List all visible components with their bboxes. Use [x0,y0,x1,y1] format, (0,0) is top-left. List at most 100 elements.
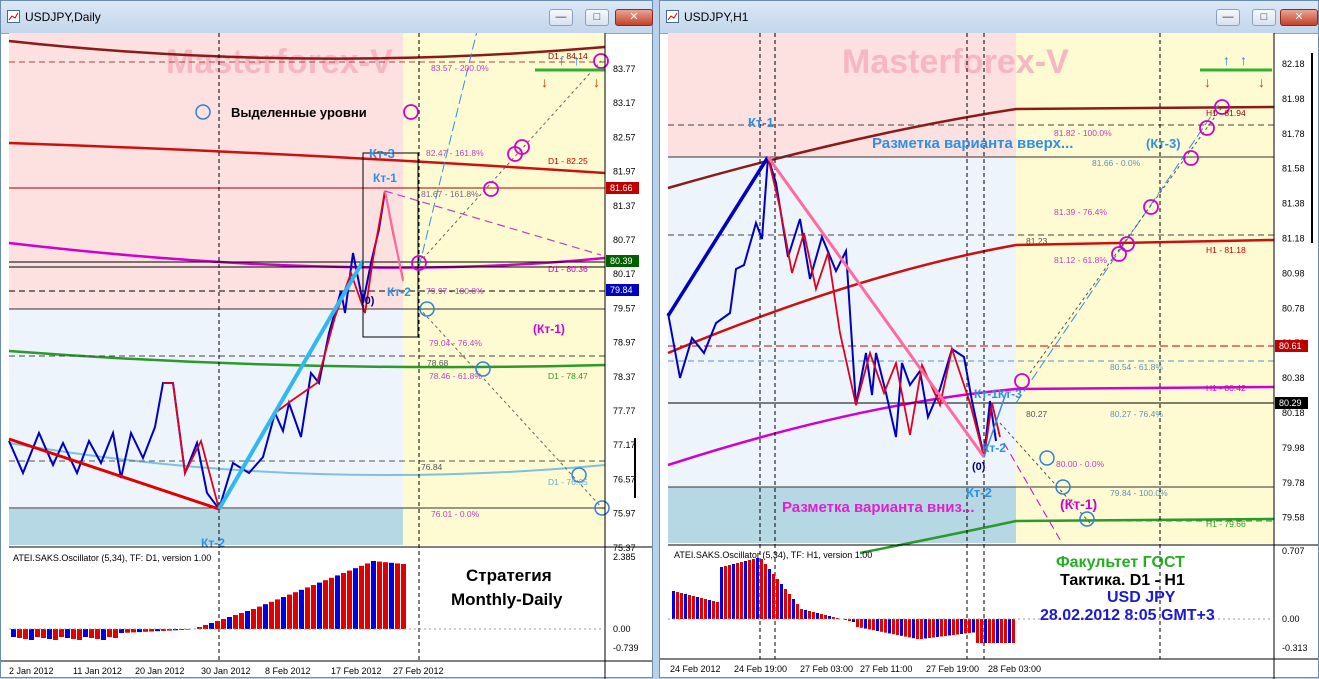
price-axis-label: 77.77 [613,406,636,416]
osc-bar [960,619,963,634]
strategy-line1: Стратегия [466,566,552,585]
osc-bar [47,629,52,639]
strategy-line2: Monthly-Daily [451,590,563,609]
price-tag-red [1275,340,1308,352]
osc-axis-min: -0.739 [613,643,639,653]
osc-bar [692,596,695,619]
ma-red [8,141,606,175]
level-label: H1 - 81.94 [1206,108,1246,118]
osc-bar [155,629,160,632]
level-label: 79.97 - 100.0% [426,286,484,296]
osc-bar [864,619,867,629]
osc-bar [305,587,310,629]
osc-bar [11,629,16,637]
osc-bar [992,619,995,643]
osc-bar [161,629,166,631]
osc-bar [752,559,755,619]
price-axis-label: 83.17 [613,98,636,108]
osc-bar [35,629,40,637]
osc-bar [732,564,735,619]
date-axis-label: 17 Feb 2012 [331,666,382,676]
mark-kt3: Кт-3 [369,146,395,161]
osc-bar [101,629,106,640]
osc-bar [688,595,691,619]
osc-bar [59,629,64,637]
title-bar[interactable]: USDJPY,H1 — □ ✕ [660,1,1318,34]
date-axis-label: 27 Feb 11:00 [860,664,912,674]
level-label: D1 - 76.65 [548,477,588,487]
datetime-text: 28.02.2012 8:05 GMT+3 [1040,607,1215,624]
osc-bar [872,619,875,631]
maximize-button[interactable]: □ [585,9,609,26]
zone-yellow [1016,33,1274,543]
osc-bar [41,629,46,638]
osc-bar [904,619,907,637]
daily-chart[interactable]: Masterforex-V [1,33,652,679]
osc-bar [263,604,268,629]
osc-bar [928,619,931,638]
mark-kt1: Кт-1 [748,115,774,130]
osc-axis-max: 2.385 [613,552,636,562]
up-arrow-icon: ↑ [573,52,580,68]
maximize-button[interactable]: □ [1252,9,1276,26]
circle-marker [507,146,523,162]
h1-chart[interactable]: Masterforex-V [660,33,1318,679]
price-tag-blue-text: 79.84 [610,285,633,295]
osc-bar [740,562,743,619]
title-bar[interactable]: USDJPY,Daily — □ ✕ [1,1,653,34]
close-button[interactable]: ✕ [615,9,653,26]
osc-bar [335,575,340,629]
circle-marker [1143,199,1159,215]
minimize-button[interactable]: — [549,9,573,26]
osc-bar [293,592,298,629]
trend-pink [384,190,404,282]
window-usdjpy-h1[interactable]: USDJPY,H1 — □ ✕ Masterforex-V [659,0,1319,679]
osc-bar [245,611,250,629]
osc-bar [341,573,346,629]
ma-brown [8,39,606,60]
projection [999,422,1091,524]
price-line-red [767,156,1001,458]
osc-bar [185,629,190,630]
osc-bar [820,614,823,619]
level-label: 83.57 - 200.0% [431,63,489,73]
date-axis-label: 24 Feb 19:00 [734,664,787,674]
osc-bar [209,623,214,629]
price-axis-label: 80.18 [1282,408,1305,418]
window-usdjpy-daily[interactable]: USDJPY,Daily — □ ✕ Masterforex-V [0,0,653,679]
circle-marker [1183,150,1199,166]
circle-marker [403,104,419,120]
circle-marker [1014,373,1030,389]
close-button[interactable]: ✕ [1280,9,1318,26]
minimize-button[interactable]: — [1216,9,1240,26]
date-axis-label: 11 Jan 2012 [73,666,122,676]
price-axis-label: 81.38 [1282,199,1305,209]
osc-bar [884,619,887,633]
osc-bar [920,619,923,639]
date-axis-label: 30 Jan 2012 [201,666,251,676]
osc-axis-zero: 0.00 [1282,614,1300,624]
level-label: 76.84 [421,462,443,472]
oscillator-label: ATEI.SAKS.Oscillator (5,34), TF: H1, ver… [674,550,872,560]
circle-marker [419,301,435,317]
osc-bar [680,593,683,619]
ma-green [859,517,1275,555]
level-label: 81.66 - 0.0% [1092,158,1141,168]
down-arrow-icon: ↓ [1204,74,1211,90]
price-axis-label: 80.98 [1282,268,1305,278]
osc-bar [323,580,328,629]
osc-bar [892,619,895,635]
osc-bar [167,629,172,631]
osc-bar [287,594,292,629]
circle-marker [593,53,609,69]
legend-text: Выделенные уровни [231,105,367,120]
level-label: 78.68 [427,358,449,368]
osc-bar [311,585,316,629]
osc-bar [724,566,727,619]
price-axis-label: 79.78 [1282,478,1305,488]
up-arrow-icon: ↑ [558,52,565,68]
price-axis-label: 80.78 [1282,303,1305,313]
osc-bar [113,629,118,638]
circle-marker [1055,479,1071,495]
tactic-text: Тактика. D1 - H1 [1060,572,1185,589]
